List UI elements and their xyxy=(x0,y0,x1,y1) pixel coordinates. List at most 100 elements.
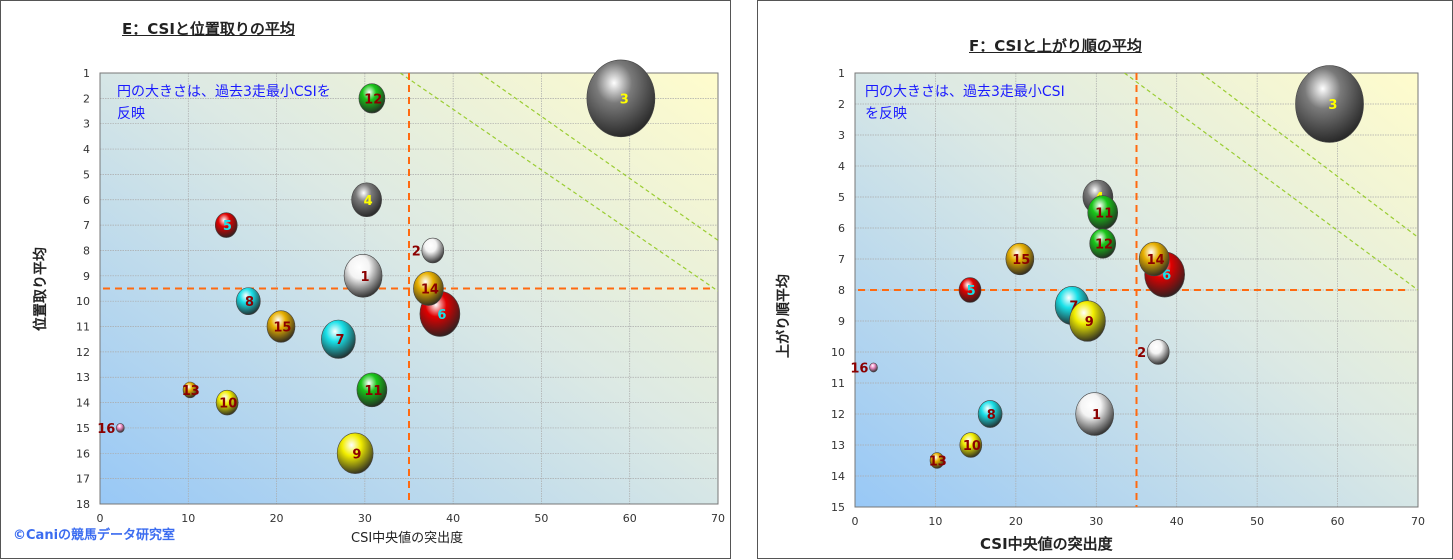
bubble-label-15: 15 xyxy=(273,321,291,336)
y-tick-label: 11 xyxy=(76,321,90,334)
y-tick-label: 10 xyxy=(831,346,845,359)
bubble-12 xyxy=(1089,228,1117,259)
bubble-label-11: 11 xyxy=(1095,207,1113,222)
copyright: ©Caniの競馬データ研究室 xyxy=(13,528,176,543)
y-tick-label: 7 xyxy=(838,253,845,266)
chart-e-xlabel: CSI中央値の突出度 xyxy=(351,531,464,546)
chart-e-svg: 0 10 20 30 40 50 60 701234567891011121314151617… xyxy=(76,59,725,525)
x-tick-label: 40 xyxy=(1170,515,1184,528)
y-tick-label: 4 xyxy=(83,143,90,156)
bubble-label-11: 11 xyxy=(364,384,382,399)
x-tick-label: 30 xyxy=(358,512,372,525)
x-tick-label: 20 xyxy=(270,512,284,525)
y-tick-label: 17 xyxy=(76,473,90,486)
bubble-10 xyxy=(215,389,239,416)
bubble-label-6: 6 xyxy=(437,308,446,323)
bubble-15 xyxy=(1005,242,1035,276)
bubble-12 xyxy=(358,83,386,114)
y-tick-label: 4 xyxy=(838,160,845,173)
bubble-label-5: 5 xyxy=(967,284,976,299)
x-tick-label: 50 xyxy=(1250,515,1264,528)
bubble-13 xyxy=(182,381,198,399)
chart-e-ylabel: 位置取り平均 xyxy=(33,247,49,331)
bubble-4 xyxy=(351,182,382,218)
y-tick-label: 8 xyxy=(83,244,90,257)
chart-f-note: 円の大きさは、過去3走最小CSI を反映 xyxy=(865,81,1065,125)
bubble-5 xyxy=(958,277,982,303)
y-tick-label: 13 xyxy=(831,439,845,452)
x-tick-label: 70 xyxy=(711,512,725,525)
y-tick-label: 7 xyxy=(83,219,90,232)
y-tick-label: 10 xyxy=(76,295,90,308)
chart-f-ylabel: 上がり順平均 xyxy=(776,274,792,358)
bubble-label-10: 10 xyxy=(963,439,981,454)
note-line-2: 反映 xyxy=(117,106,145,122)
y-tick-label: 15 xyxy=(76,422,90,435)
y-tick-label: 8 xyxy=(838,284,845,297)
bubble-7 xyxy=(321,319,356,359)
bubble-9 xyxy=(336,432,374,474)
note-line-1: 円の大きさは、過去3走最小CSIを xyxy=(117,84,331,100)
bubble-label-10: 10 xyxy=(219,397,237,412)
bubble-label-3: 3 xyxy=(1328,98,1337,113)
bubble-label-4: 4 xyxy=(364,194,373,209)
bubble-label-7: 7 xyxy=(336,333,345,348)
y-tick-label: 5 xyxy=(83,168,90,181)
y-tick-label: 3 xyxy=(838,129,845,142)
note-line-2: を反映 xyxy=(865,106,907,122)
x-tick-label: 20 xyxy=(1009,515,1023,528)
bubble-label-14: 14 xyxy=(1147,253,1165,268)
bubble-label-6: 6 xyxy=(1162,269,1171,284)
chart-f-title: F：CSIと上がり順の平均 xyxy=(969,37,1142,55)
y-tick-label: 3 xyxy=(83,118,90,131)
bubble-8 xyxy=(977,400,1003,428)
note-line-1: 円の大きさは、過去3走最小CSI xyxy=(865,84,1065,100)
y-tick-label: 5 xyxy=(838,191,845,204)
y-tick-label: 12 xyxy=(76,346,90,359)
chart-e-note: 円の大きさは、過去3走最小CSIを 反映 xyxy=(117,81,331,125)
x-tick-label: 10 xyxy=(928,515,942,528)
bubble-label-16: 16 xyxy=(850,362,868,377)
bubble-label-2: 2 xyxy=(412,244,421,259)
chart-f-svg: 0102030405060701234567891011121314151234… xyxy=(831,65,1425,528)
bubble-16 xyxy=(116,423,125,433)
y-tick-label: 9 xyxy=(83,270,90,283)
bubble-1 xyxy=(1075,392,1114,436)
x-tick-label: 10 xyxy=(181,512,195,525)
y-tick-label: 2 xyxy=(838,98,845,111)
chart-e-title: E：CSIと位置取りの平均 xyxy=(122,20,295,38)
bubble-16 xyxy=(869,362,878,373)
bubble-9 xyxy=(1069,300,1106,342)
bubble-13 xyxy=(929,452,945,469)
x-tick-label: 50 xyxy=(534,512,548,525)
bubble-label-8: 8 xyxy=(987,408,996,423)
diagonal-guide-line xyxy=(1124,73,1418,291)
bubble-label-12: 12 xyxy=(1095,238,1113,253)
y-tick-label: 15 xyxy=(831,501,845,514)
x-tick-label: 60 xyxy=(1331,515,1345,528)
bubble-label-15: 15 xyxy=(1012,253,1030,268)
y-tick-label: 16 xyxy=(76,447,90,460)
bubble-3 xyxy=(586,59,656,138)
bubble-8 xyxy=(236,287,261,316)
bubble-label-13: 13 xyxy=(929,455,947,470)
x-tick-label: 0 xyxy=(97,512,104,525)
x-tick-label: 60 xyxy=(623,512,637,525)
bubble-14 xyxy=(1138,241,1170,277)
bubble-5 xyxy=(214,212,238,238)
y-tick-label: 1 xyxy=(838,67,845,80)
diagonal-guide-line xyxy=(399,73,718,292)
bubble-label-3: 3 xyxy=(620,92,629,107)
bubble-11 xyxy=(356,372,388,408)
y-tick-label: 2 xyxy=(83,92,90,105)
bubble-label-13: 13 xyxy=(182,384,200,399)
chart-f-xlabel: CSI中央値の突出度 xyxy=(980,535,1113,553)
y-tick-label: 14 xyxy=(831,470,845,483)
x-tick-label: 30 xyxy=(1089,515,1103,528)
bubble-label-9: 9 xyxy=(1085,315,1094,330)
y-tick-label: 11 xyxy=(831,377,845,390)
bubble-label-1: 1 xyxy=(360,270,369,285)
x-tick-label: 40 xyxy=(446,512,460,525)
bubble-label-5: 5 xyxy=(223,219,232,234)
bubble-3 xyxy=(1295,65,1364,143)
